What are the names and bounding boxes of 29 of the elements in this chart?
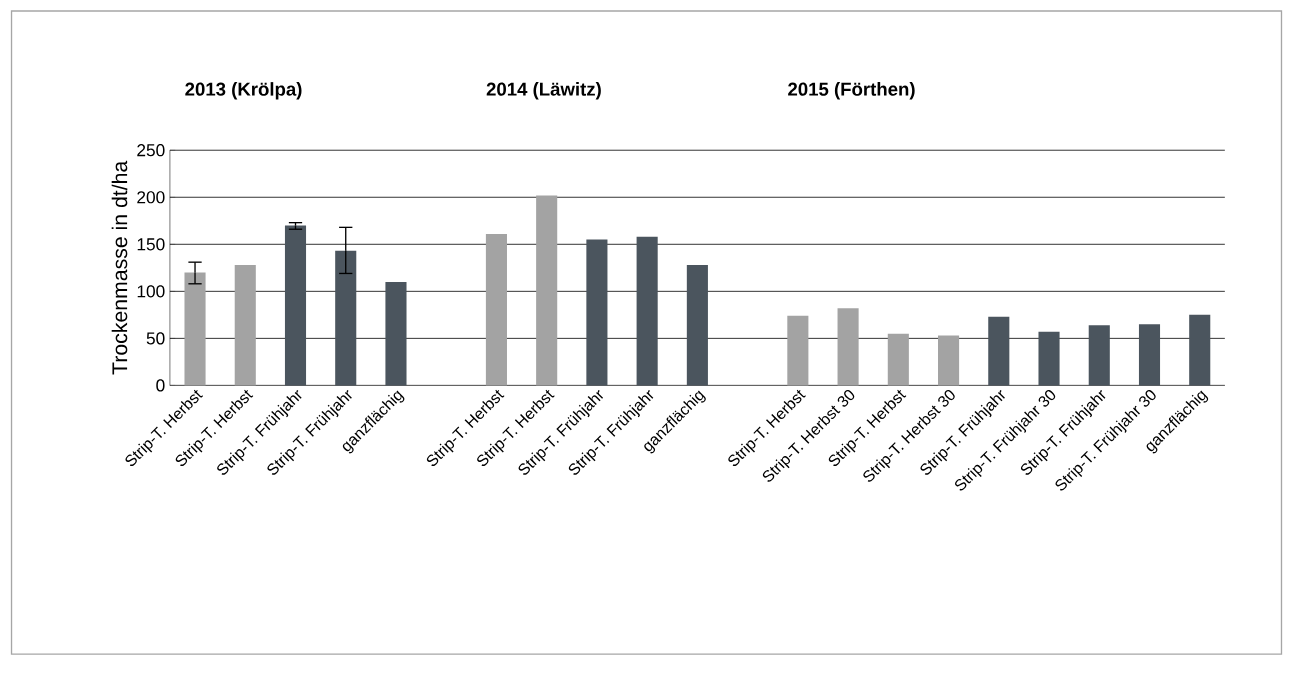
bar bbox=[234, 265, 256, 386]
bar bbox=[1189, 314, 1211, 386]
y-tick-label: 250 bbox=[137, 144, 165, 157]
bar bbox=[485, 233, 507, 386]
bar bbox=[335, 250, 357, 386]
text: 2014 (Läwitz) bbox=[486, 82, 601, 100]
bar bbox=[284, 225, 307, 386]
y-axis-title: Trockenmasse in dt/ha bbox=[111, 160, 128, 375]
bar bbox=[1138, 324, 1161, 386]
bar bbox=[385, 281, 407, 386]
bar bbox=[586, 239, 608, 386]
bar bbox=[938, 335, 960, 386]
bar bbox=[636, 236, 658, 386]
y-tick-label: 200 bbox=[137, 191, 165, 204]
bar bbox=[988, 316, 1010, 386]
bar bbox=[837, 308, 859, 386]
y-tick-label: 50 bbox=[146, 332, 165, 345]
bar bbox=[887, 333, 909, 386]
bar bbox=[686, 265, 708, 386]
text: 2013 (Krölpa) bbox=[185, 82, 302, 100]
bar bbox=[1038, 331, 1060, 386]
bar bbox=[1088, 325, 1110, 386]
bar bbox=[787, 315, 809, 386]
bar bbox=[536, 195, 558, 386]
y-tick-label: 0 bbox=[156, 379, 165, 392]
bar bbox=[184, 272, 206, 386]
y-tick-label: 100 bbox=[137, 285, 165, 298]
y-tick-label: 150 bbox=[137, 238, 165, 251]
text: 2015 (Förthen) bbox=[788, 82, 915, 100]
